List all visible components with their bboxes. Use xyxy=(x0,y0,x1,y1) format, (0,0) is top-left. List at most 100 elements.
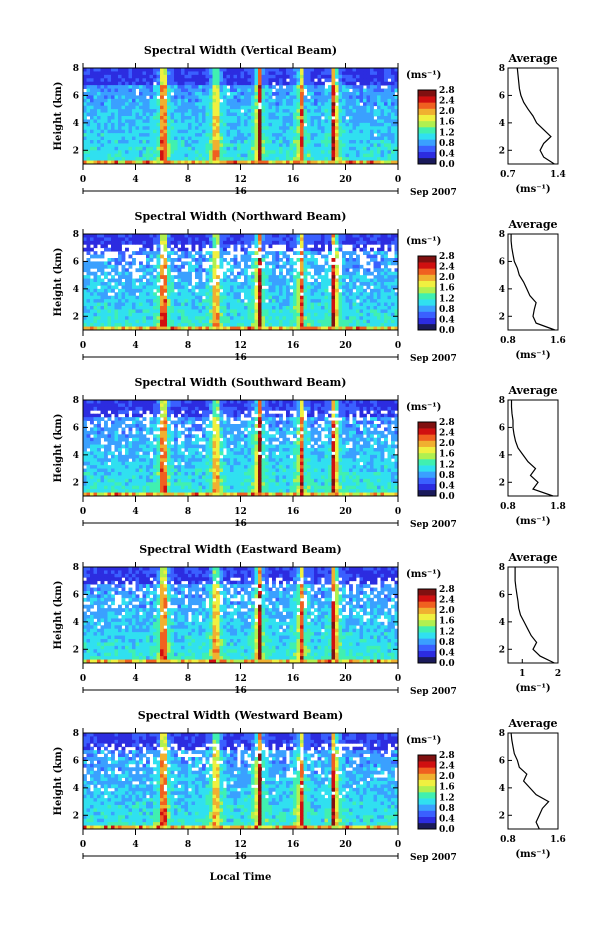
heatmap-cell xyxy=(104,105,108,110)
heatmap-cell xyxy=(198,116,203,120)
heatmap-cell xyxy=(107,261,112,266)
heatmap-cell xyxy=(219,306,224,310)
heatmap-cell xyxy=(310,81,315,86)
heatmap-cell xyxy=(205,278,210,283)
heatmap-cell xyxy=(233,278,238,283)
heatmap-cell xyxy=(247,85,252,89)
heatmap-cell xyxy=(111,240,115,245)
heatmap-cell xyxy=(345,160,350,165)
heatmap-cell xyxy=(188,122,192,127)
heatmap-cell xyxy=(279,278,283,283)
heatmap-cell xyxy=(230,150,234,155)
heatmap-cell xyxy=(132,146,136,151)
heatmap-cell xyxy=(394,150,399,155)
heatmap-cell xyxy=(177,312,182,317)
heatmap-cell xyxy=(153,295,157,300)
heatmap-cell xyxy=(237,312,241,317)
heatmap-cell xyxy=(300,237,304,242)
heatmap-cell xyxy=(167,403,171,408)
heatmap-cell xyxy=(380,309,385,314)
heatmap-cell xyxy=(219,240,224,245)
heatmap-cell xyxy=(184,261,189,266)
heatmap-cell xyxy=(233,160,238,165)
heatmap-cell xyxy=(261,150,266,155)
heatmap-cell xyxy=(132,140,136,144)
heatmap-cell xyxy=(237,133,241,137)
heatmap-cell xyxy=(83,285,87,290)
heatmap-cell xyxy=(328,112,332,117)
heatmap-cell xyxy=(128,264,133,269)
heatmap-cell xyxy=(324,316,329,321)
heatmap-cell xyxy=(149,403,154,408)
heatmap-cell xyxy=(300,268,304,273)
heatmap-cell xyxy=(282,251,287,255)
heatmap-cell xyxy=(149,98,154,103)
heatmap-cell xyxy=(272,292,276,297)
heatmap-cell xyxy=(387,268,392,273)
heatmap-cell xyxy=(275,323,280,327)
heatmap-cell xyxy=(363,153,367,158)
heatmap-cell xyxy=(387,157,392,161)
heatmap-cell xyxy=(268,251,273,255)
heatmap-cell xyxy=(149,316,154,321)
heatmap-cell xyxy=(153,116,157,120)
heatmap-cell xyxy=(275,136,280,141)
heatmap-cell xyxy=(135,126,140,131)
heatmap-cell xyxy=(139,78,143,83)
heatmap-cell xyxy=(163,119,168,124)
heatmap-cell xyxy=(114,247,119,252)
heatmap-cell xyxy=(93,285,98,290)
heatmap-cell xyxy=(314,264,318,269)
heatmap-cell xyxy=(254,319,259,324)
heatmap-cell xyxy=(93,92,98,96)
heatmap-cell xyxy=(114,119,119,124)
heatmap-cell xyxy=(128,88,133,93)
heatmap-cell xyxy=(226,306,231,310)
heatmap-cell xyxy=(146,157,150,161)
heatmap-cell xyxy=(209,244,213,249)
heatmap-cell xyxy=(303,299,308,303)
heatmap-cell xyxy=(380,244,385,249)
heatmap-cell xyxy=(275,88,280,93)
heatmap-cell xyxy=(384,109,388,113)
heatmap-cell xyxy=(125,271,129,276)
heatmap-cell xyxy=(363,319,367,324)
heatmap-cell xyxy=(240,140,245,144)
heatmap-cell xyxy=(356,126,360,131)
heatmap-cell xyxy=(370,326,374,331)
heatmap-cell xyxy=(111,95,115,100)
heatmap-cell xyxy=(104,153,108,158)
heatmap-cell xyxy=(268,237,273,242)
heatmap-cell xyxy=(219,285,224,290)
heatmap-cell xyxy=(349,78,353,83)
heatmap-cell xyxy=(209,109,213,113)
heatmap-cell xyxy=(90,326,94,331)
heatmap-cell xyxy=(83,240,87,245)
heatmap-cell xyxy=(170,319,175,324)
heatmap-cell xyxy=(111,129,115,134)
heatmap-cell xyxy=(296,237,301,242)
heatmap-cell xyxy=(300,251,304,255)
heatmap-cell xyxy=(272,109,276,113)
heatmap-cell xyxy=(153,150,157,155)
heatmap-cell xyxy=(279,157,283,161)
heatmap-cell xyxy=(300,312,304,317)
heatmap-cell xyxy=(244,254,248,259)
colorbar-tick-label: 0.4 xyxy=(439,315,455,325)
heatmap-cell xyxy=(247,122,252,127)
heatmap-cell xyxy=(198,105,203,110)
heatmap-cell xyxy=(160,271,164,276)
heatmap-cell xyxy=(289,258,294,262)
heatmap-cell xyxy=(114,81,119,86)
heatmap-cell xyxy=(380,74,385,79)
heatmap-cell xyxy=(331,81,336,86)
heatmap-cell xyxy=(146,288,150,293)
heatmap-cell xyxy=(233,109,238,113)
heatmap-cell xyxy=(121,240,126,245)
heatmap-cell xyxy=(254,68,259,72)
heatmap-cell xyxy=(177,247,182,252)
heatmap-cell xyxy=(212,400,217,404)
heatmap-cell xyxy=(160,146,164,151)
heatmap-cell xyxy=(314,119,318,124)
heatmap-cell xyxy=(107,122,112,127)
